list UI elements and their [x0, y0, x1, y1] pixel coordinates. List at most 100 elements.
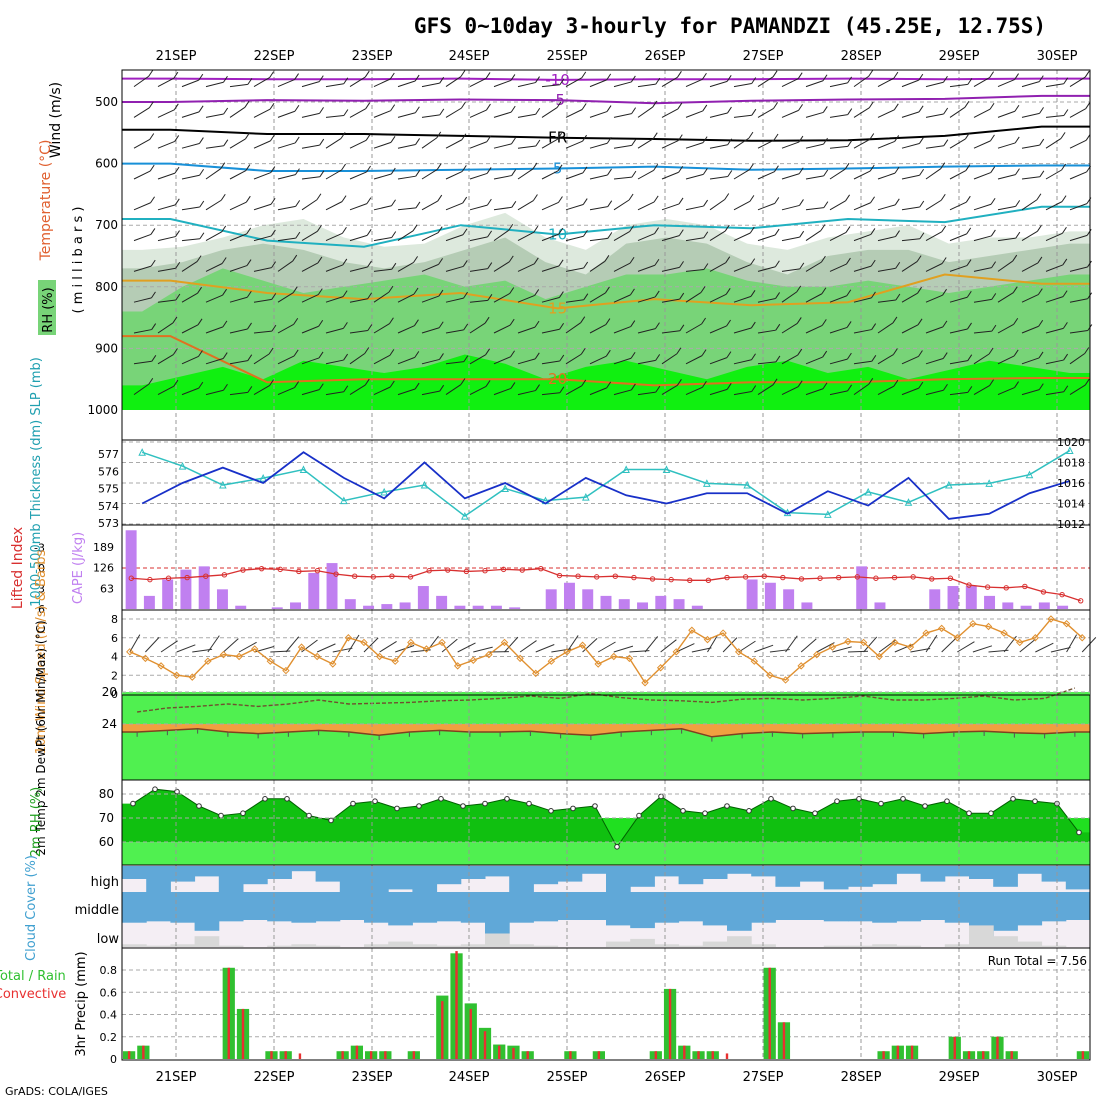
wind-barb-flag [990, 134, 995, 142]
wind-barb [157, 140, 175, 149]
wind-barb-flag [270, 229, 276, 237]
thickness-marker [259, 474, 267, 482]
wind-barb-flag [415, 201, 421, 209]
wind-barb [1021, 389, 1040, 396]
wind10m-barb [707, 634, 719, 653]
li-marker [1022, 583, 1028, 590]
wind-barb [949, 265, 968, 272]
cloud-low-bar [823, 920, 849, 922]
rh-marker [306, 812, 312, 819]
wind-barb [805, 207, 824, 211]
wind-barb [901, 261, 918, 272]
wind-barb-flag [965, 195, 971, 203]
wind-barb [685, 291, 702, 303]
wind-barb-flag [511, 137, 516, 145]
wind-barb-flag [966, 290, 972, 298]
cloud-middle-bar [702, 892, 728, 920]
wind-barb [205, 389, 224, 396]
temp-tick-label: 20 [102, 685, 117, 699]
cape-bar [381, 604, 393, 609]
wind10m-barb [660, 639, 677, 653]
precip-conv-bar [384, 1051, 387, 1059]
cloud-low-bar [533, 920, 559, 922]
wind-barb-flag [342, 227, 347, 234]
wind-barb [181, 79, 199, 88]
wind-barb [1045, 232, 1063, 242]
rh-marker [1010, 796, 1016, 802]
wind-barb-flag [607, 200, 613, 207]
wind-barb-flag [894, 135, 900, 142]
wind-barb-flag [702, 136, 708, 143]
wind-barb-flag [175, 230, 180, 237]
cloud-middle-bar [315, 892, 341, 920]
wind-barb [301, 81, 320, 88]
wind10m-marker [610, 652, 618, 661]
wind10m-barb [145, 637, 160, 653]
wind-barb-flag [269, 71, 275, 78]
precip-conv-bar [441, 1001, 444, 1059]
cloud-low-bar [412, 920, 438, 923]
wind-barb [1045, 359, 1064, 365]
wind-barb [469, 236, 488, 242]
wind-barb [733, 232, 751, 242]
wind-barb-flag [556, 101, 562, 108]
cloud-high-bar [944, 866, 970, 877]
wind-barb-flag [605, 349, 611, 357]
wind-barb [517, 390, 536, 396]
wind-barb-flag [293, 317, 299, 325]
wind-barb [925, 326, 944, 334]
wind-barb-flag [774, 228, 780, 236]
wind-barb [325, 359, 344, 365]
cape-bar [783, 589, 795, 609]
wind-barb-flag [558, 291, 564, 298]
wind-barb [901, 238, 920, 242]
wind-barb [133, 202, 151, 211]
date-label-bottom: 22SEP [254, 1070, 295, 1085]
wind-barb [733, 82, 752, 88]
wind10m-marker [453, 662, 462, 670]
wind10m-barb [316, 643, 336, 653]
wind-barb-flag [1037, 225, 1042, 232]
wind-barb [901, 324, 919, 334]
wind-barb [349, 298, 368, 303]
wind-barb-flag [439, 108, 445, 116]
wind-barb [877, 322, 894, 334]
wind-barb-flag [367, 260, 372, 268]
wind10m-marker [953, 634, 961, 642]
wind-barb [637, 169, 654, 180]
wind-barb [181, 324, 199, 334]
cloud-high-bar [243, 866, 268, 885]
cloud-high-bar [848, 866, 873, 887]
wind10m-marker [594, 660, 602, 668]
cloud-high-bar [460, 866, 486, 879]
wind-barb [373, 205, 392, 211]
cloud-low-fill [218, 945, 244, 947]
wind-barb-flag [367, 292, 373, 300]
wind-barb-flag [487, 294, 493, 301]
rh-line [132, 788, 1080, 848]
wind-barb-flag [652, 100, 658, 108]
wind-barb-flag [847, 108, 853, 115]
wind10m-marker [157, 662, 165, 670]
wind-barb-flag [415, 138, 421, 145]
wind-barb-flag [941, 257, 947, 264]
cape-bar [490, 605, 502, 609]
wind-barb [1021, 81, 1040, 88]
wind-barb [781, 323, 798, 334]
cape-bar [363, 605, 375, 609]
cloud-low-fill [1017, 941, 1043, 947]
cloud-low-fill [702, 941, 728, 947]
wind-barb-flag [871, 355, 877, 362]
wind-barb [805, 175, 824, 180]
cloud-low-fill [751, 944, 776, 947]
date-label-top: 26SEP [645, 49, 686, 64]
wind-barb [565, 172, 584, 180]
date-label-top: 29SEP [939, 49, 980, 64]
wind-barb-flag [342, 290, 348, 297]
wind10m-barb [863, 636, 878, 653]
wind-barb-flag [149, 164, 155, 172]
wind-barb-flag [414, 106, 420, 114]
date-label-top: 25SEP [547, 49, 588, 64]
wind-barb-flag [148, 69, 154, 77]
wind-barb [757, 139, 775, 149]
